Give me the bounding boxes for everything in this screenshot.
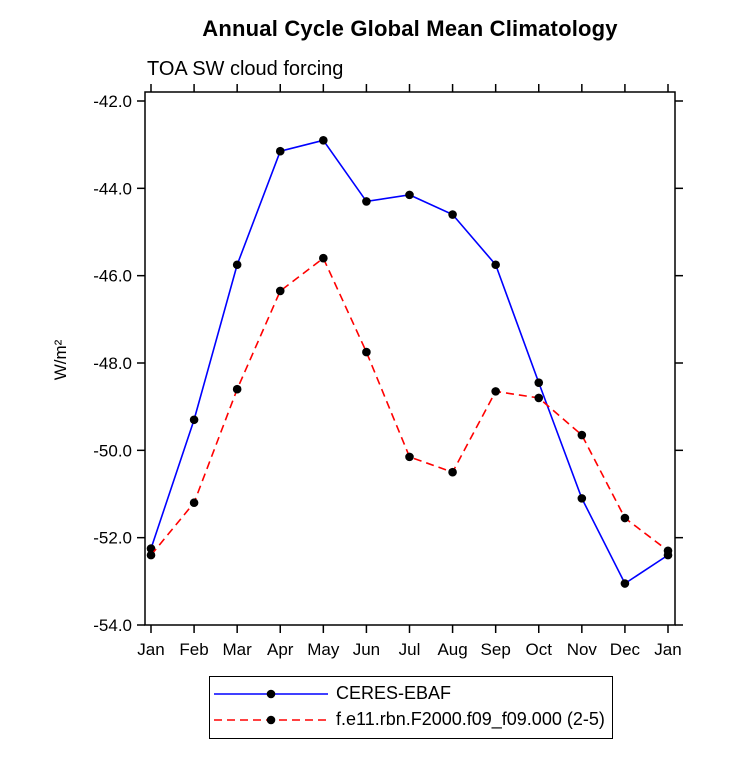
y-tick-label: -48.0 bbox=[93, 354, 132, 373]
legend: CERES-EBAF f.e11.rbn.F2000.f09_f09.000 (… bbox=[209, 676, 613, 739]
data-point-marker bbox=[275, 146, 285, 156]
x-tick-label: May bbox=[307, 640, 340, 659]
data-point-marker bbox=[405, 452, 414, 462]
legend-line-sample-model bbox=[214, 715, 328, 724]
chart-subtitle: TOA SW cloud forcing bbox=[147, 58, 344, 80]
data-point-marker bbox=[620, 513, 630, 523]
data-point-marker bbox=[491, 260, 500, 270]
x-tick-label: Jul bbox=[399, 640, 421, 659]
data-point-marker bbox=[448, 210, 457, 219]
data-point-marker bbox=[275, 286, 285, 296]
data-point-marker bbox=[663, 546, 673, 556]
data-point-marker bbox=[319, 253, 328, 263]
series-model-run bbox=[146, 253, 673, 560]
legend-label-ceres: CERES-EBAF bbox=[336, 683, 452, 703]
x-tick-label: Oct bbox=[526, 640, 553, 659]
data-point-marker bbox=[232, 260, 242, 270]
x-axis: Jan Feb Mar Apr May Jun Jul Aug Sep Oct Nov Dec Jan bbox=[137, 84, 682, 659]
data-point-marker bbox=[577, 494, 587, 503]
y-axis-title: W/m² bbox=[51, 339, 70, 380]
data-point-marker bbox=[448, 467, 457, 477]
data-point-marker bbox=[577, 430, 587, 440]
x-tick-label: Mar bbox=[223, 640, 253, 659]
x-tick-label: Nov bbox=[567, 640, 598, 659]
series-ceres-ebaf bbox=[146, 136, 673, 588]
data-point-marker bbox=[146, 544, 156, 553]
data-point-marker bbox=[232, 384, 242, 394]
y-tick-label: -54.0 bbox=[93, 616, 132, 635]
x-tick-label: Jan bbox=[137, 640, 164, 659]
y-tick-label: -46.0 bbox=[93, 267, 132, 286]
chart-title: Annual Cycle Global Mean Climatology bbox=[202, 16, 618, 41]
data-point-marker bbox=[534, 393, 544, 403]
data-point-marker bbox=[189, 415, 199, 425]
data-point-marker bbox=[189, 498, 199, 508]
y-tick-label: -52.0 bbox=[93, 529, 132, 548]
x-tick-label: Jun bbox=[353, 640, 380, 659]
y-axis: -42.0 -44.0 -46.0 -48.0 -50.0 -52.0 -54.0 bbox=[93, 92, 683, 635]
data-point-marker bbox=[362, 347, 371, 357]
chart-plot: W/m² -42.0 -44.0 -46.0 -48.0 -50.0 -52.0 -54.0… bbox=[51, 84, 683, 659]
data-point-marker bbox=[146, 550, 156, 560]
data-point-marker bbox=[491, 387, 500, 396]
legend-item-model-run: f.e11.rbn.F2000.f09_f09.000 (2-5) bbox=[212, 709, 606, 730]
plot-box bbox=[144, 91, 676, 626]
data-point-marker bbox=[362, 197, 371, 206]
x-tick-label: Jan bbox=[654, 640, 681, 659]
data-point-marker bbox=[405, 190, 414, 200]
chart-area: -42.0 -44.0 -46.0 -48.0 -50.0 -52.0 -54.0 Jan Fe… bbox=[93, 84, 683, 659]
data-point-marker bbox=[620, 579, 630, 588]
legend-label-model: f.e11.rbn.F2000.f09_f09.000 (2-5) bbox=[336, 709, 605, 729]
y-tick-label: -44.0 bbox=[93, 179, 132, 198]
x-tick-label: Aug bbox=[437, 640, 467, 659]
y-tick-label: -50.0 bbox=[93, 441, 132, 460]
x-tick-label: Apr bbox=[267, 640, 294, 659]
x-tick-label: Feb bbox=[179, 640, 208, 659]
y-tick-label: -42.0 bbox=[93, 92, 132, 111]
data-point-marker bbox=[319, 136, 328, 145]
x-tick-label: Sep bbox=[481, 640, 511, 659]
x-tick-label: Dec bbox=[610, 640, 641, 659]
data-point-marker bbox=[534, 378, 544, 387]
legend-line-sample-ceres bbox=[214, 689, 328, 698]
legend-item-ceres-ebaf: CERES-EBAF bbox=[212, 683, 606, 704]
